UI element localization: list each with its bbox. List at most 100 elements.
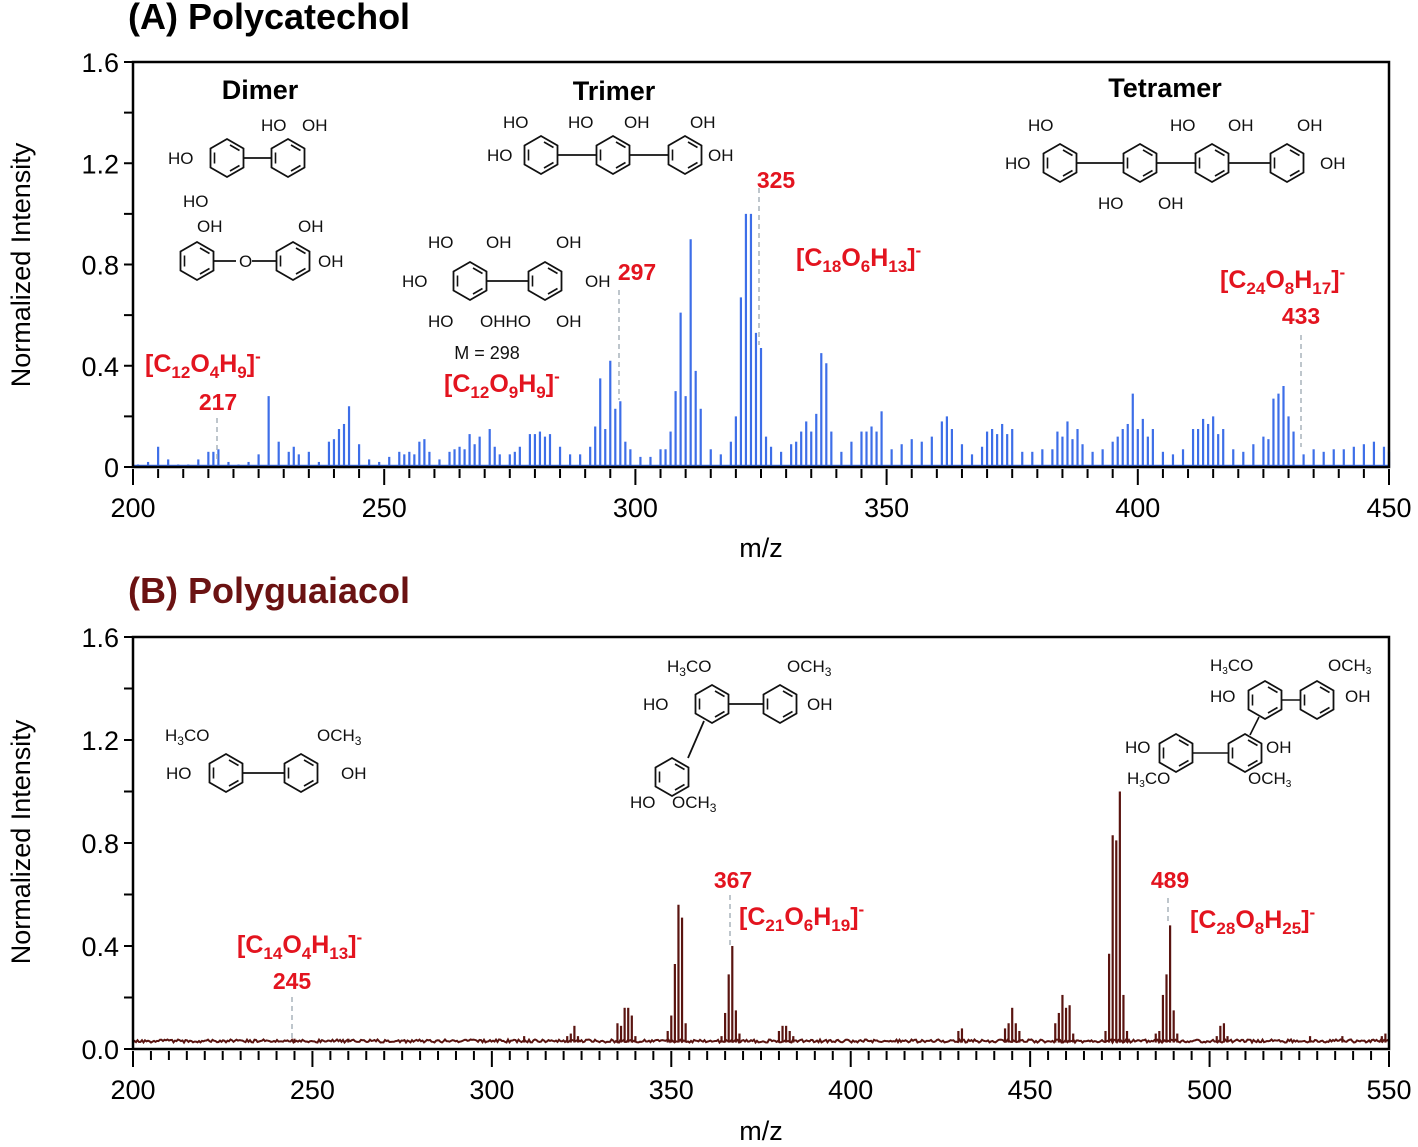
guaiacol-trimer-structure: H3CO HO OCH3 OH HO OCH3 [630, 657, 833, 815]
svg-text:HO: HO [1170, 116, 1196, 135]
panel-b-peaks [132, 791, 1390, 1045]
x-tick-label: 400 [1115, 493, 1160, 523]
formula-c24o8h17: [C24O8H17]- [1220, 263, 1345, 298]
svg-text:OH: OH [624, 113, 650, 132]
x-tick-label: 250 [290, 1075, 335, 1105]
panel-b-chart: 200 250 300 350 400 450 500 5500.00.40.81.21.6 … [6, 623, 1412, 1146]
x-tick-label: 350 [864, 493, 909, 523]
x-tick-label: 200 [110, 493, 155, 523]
x-tick-label: 300 [469, 1075, 514, 1105]
mass-note: M = 298 [454, 343, 520, 363]
svg-text:OCH3: OCH3 [1248, 769, 1292, 790]
svg-text:HO: HO [1005, 154, 1031, 173]
formula-c21o6h19: [C21O6H19]- [739, 900, 864, 935]
svg-text:HO: HO [487, 146, 513, 165]
svg-text:HO: HO [166, 764, 192, 783]
svg-text:OH: OH [708, 146, 734, 165]
dimer-label: Dimer [222, 75, 299, 105]
svg-text:HO: HO [568, 113, 594, 132]
y-tick-label: 1.2 [81, 726, 119, 756]
panel-a-axes: 200 250 300 350 400 450 0 0.4 0.8 1.2 1.6 [81, 48, 1411, 523]
panel-b-title: (B) Polyguaiacol [128, 570, 411, 611]
svg-text:HO: HO [183, 192, 209, 211]
y-tick-label: 0.4 [81, 932, 119, 962]
x-tick-label: 450 [1008, 1075, 1053, 1105]
dimer-structure-biphenyl: HO HO HO OH [168, 116, 328, 211]
mz-label-433: 433 [1282, 303, 1320, 329]
svg-text:OH: OH [556, 233, 582, 252]
mz-label-297: 297 [618, 259, 656, 285]
svg-text:HO: HO [1210, 687, 1236, 706]
svg-text:OH: OH [1158, 194, 1184, 213]
formula-c18o6h13: [C18O6H13]- [796, 241, 921, 276]
mz-label-367: 367 [714, 867, 752, 893]
svg-text:HO: HO [428, 312, 454, 331]
mz-label-245: 245 [273, 968, 312, 994]
svg-text:OH: OH [585, 272, 611, 291]
y-tick-label: 1.6 [81, 623, 119, 653]
svg-text:HO: HO [643, 695, 669, 714]
svg-text:HO: HO [428, 233, 454, 252]
svg-text:OH: OH [1266, 738, 1292, 757]
hexahydroxy-biphenyl-structure: HO OH HO HO OHHO OH OH OH [402, 233, 611, 331]
svg-text:OH: OH [556, 312, 582, 331]
svg-text:OCH3: OCH3 [1328, 656, 1372, 677]
svg-text:OH: OH [690, 113, 716, 132]
svg-text:HO: HO [630, 793, 656, 812]
dimer-structure-ether: O OH OH OH [179, 217, 344, 281]
y-tick-label: 0.8 [81, 829, 119, 859]
svg-text:OH: OH [318, 252, 344, 271]
svg-text:HO: HO [1125, 738, 1151, 757]
formula-c28o8h25: [C28O8H25]- [1190, 903, 1315, 938]
x-tick-label: 550 [1366, 1075, 1411, 1105]
svg-text:HO: HO [1098, 194, 1124, 213]
x-tick-label: 200 [110, 1075, 155, 1105]
x-tick-label: 500 [1187, 1075, 1232, 1105]
panel-a-chart: 200 250 300 350 400 450 0 0.4 0.8 1.2 1.6 m/z Norm… [6, 48, 1412, 563]
mz-label-325: 325 [757, 167, 796, 193]
svg-text:OH: OH [1345, 687, 1371, 706]
svg-text:OH: OH [807, 695, 833, 714]
svg-text:OH: OH [486, 233, 512, 252]
svg-text:OH: OH [341, 764, 367, 783]
mz-label-489: 489 [1151, 867, 1189, 893]
guaiacol-dimer-structure: H3CO HO OCH3 OH [165, 726, 367, 793]
formula-c14o4h13: [C14O4H13]- [237, 928, 362, 963]
y-tick-label: 0.8 [81, 251, 119, 281]
guaiacol-tetramer-structure: H3CO HO OCH3 OH HO H3CO OH OCH3 [1125, 656, 1372, 790]
panel-b-xlabel: m/z [739, 1116, 783, 1146]
svg-text:H3CO: H3CO [1210, 656, 1253, 677]
y-tick-label: 0 [104, 453, 119, 483]
svg-text:OCH3: OCH3 [317, 726, 362, 748]
y-tick-label: 0.0 [81, 1035, 119, 1065]
panel-b-axes: 200 250 300 350 400 450 500 550 0.0 0.4 0.8 1.2 1.6 [81, 623, 1411, 1105]
panel-a-title: (A) Polycatechol [128, 0, 411, 37]
svg-text:OH: OH [197, 217, 223, 236]
svg-text:OH: OH [298, 217, 324, 236]
tetramer-label: Tetramer [1108, 73, 1222, 103]
trimer-structure: HO HO HO OH OH OH [487, 113, 734, 175]
svg-text:H3CO: H3CO [165, 726, 209, 748]
svg-text:OH: OH [1297, 116, 1323, 135]
y-tick-label: 1.2 [81, 149, 119, 179]
x-tick-label: 450 [1366, 493, 1411, 523]
panel-a-peaks [133, 213, 1391, 467]
x-tick-label: 250 [362, 493, 407, 523]
svg-text:H3CO: H3CO [1127, 769, 1170, 790]
svg-text:OH: OH [302, 116, 328, 135]
panel-b-plot-frame [131, 635, 1391, 1051]
trimer-label: Trimer [573, 76, 656, 106]
panel-a-xlabel: m/z [739, 533, 783, 563]
svg-text:HO: HO [503, 113, 529, 132]
y-tick-label: 1.6 [81, 48, 119, 78]
x-tick-label: 400 [828, 1075, 873, 1105]
svg-text:OCH3: OCH3 [787, 657, 832, 679]
x-tick-label: 350 [649, 1075, 694, 1105]
svg-text:H3CO: H3CO [667, 657, 711, 679]
svg-text:HO: HO [402, 272, 428, 291]
svg-text:OH: OH [1320, 154, 1346, 173]
panel-b-ylabel: Normalized Intensity [6, 719, 36, 964]
x-tick-label: 300 [613, 493, 658, 523]
svg-text:HO: HO [1028, 116, 1054, 135]
